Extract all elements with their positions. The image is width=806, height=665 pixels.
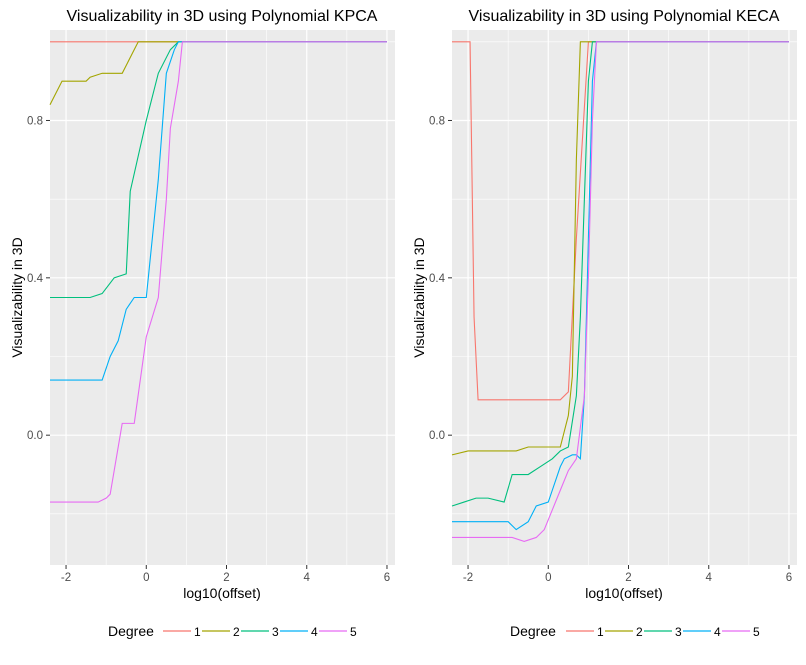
- chart-title: Visualizability in 3D using Polynomial K…: [469, 8, 780, 25]
- legend-label-degree-1: 1: [597, 625, 604, 639]
- y-tick-label: 0.0: [429, 430, 445, 442]
- legend-label-degree-1: 1: [194, 625, 201, 639]
- series-line-degree-4: [452, 41, 789, 531]
- y-tick-label: 0.4: [429, 273, 446, 285]
- series-line-degree-3: [451, 41, 789, 507]
- legend-label-degree-3: 3: [272, 625, 279, 639]
- legend-label-degree-4: 4: [311, 625, 318, 639]
- panel-background: [452, 30, 797, 565]
- series-line-degree-5: [452, 41, 789, 542]
- y-axis-title: Visualizability in 3D: [411, 237, 427, 357]
- panel-1: -2 0 2 4 6 0.0 0.4 0.8 Visualizability in 3D usi…: [9, 8, 395, 601]
- x-axis-title: log10(offset): [585, 585, 663, 601]
- legend-label-degree-3: 3: [675, 625, 682, 639]
- x-tick-label: 2: [223, 572, 229, 584]
- legend-label-degree-4: 4: [714, 625, 721, 639]
- panel-2: -2 0 2 4 6 0.0 0.4 0.8 Visualizability in 3D usi…: [411, 8, 797, 601]
- legend: Degree 1 2 3 4 5: [510, 623, 760, 639]
- series-line-degree-5: [50, 41, 387, 503]
- x-tick-label: 6: [384, 572, 390, 584]
- series-line-degree-2: [49, 41, 387, 105]
- panel-background: [50, 30, 395, 565]
- y-tick-label: 0.8: [27, 115, 43, 127]
- legend-label-degree-5: 5: [350, 625, 357, 639]
- x-axis-title: log10(offset): [183, 585, 261, 601]
- legend: Degree 1 2 3 4 5: [108, 623, 357, 639]
- legend-title: Degree: [108, 623, 154, 639]
- x-tick-label: 4: [706, 572, 713, 584]
- y-tick-label: 0.8: [429, 115, 445, 127]
- series-line-degree-2: [451, 41, 789, 456]
- y-tick-label: 0.4: [27, 273, 44, 285]
- y-tick-label: 0.0: [27, 430, 43, 442]
- series-line-degree-1: [452, 41, 789, 401]
- x-tick-label: 0: [545, 572, 551, 584]
- legend-title: Degree: [510, 623, 556, 639]
- x-tick-label: -2: [463, 572, 473, 584]
- chart-title: Visualizability in 3D using Polynomial K…: [67, 8, 378, 25]
- legend-label-degree-5: 5: [753, 625, 760, 639]
- x-tick-label: 4: [304, 572, 311, 584]
- y-axis-title: Visualizability in 3D: [9, 237, 25, 357]
- series-line-degree-4: [50, 41, 387, 381]
- x-tick-label: 6: [786, 572, 792, 584]
- x-tick-label: 2: [625, 572, 631, 584]
- x-tick-label: 0: [143, 572, 149, 584]
- legend-label-degree-2: 2: [233, 625, 240, 639]
- legend-label-degree-2: 2: [636, 625, 643, 639]
- x-tick-label: -2: [61, 572, 71, 584]
- series-line-degree-3: [50, 41, 387, 299]
